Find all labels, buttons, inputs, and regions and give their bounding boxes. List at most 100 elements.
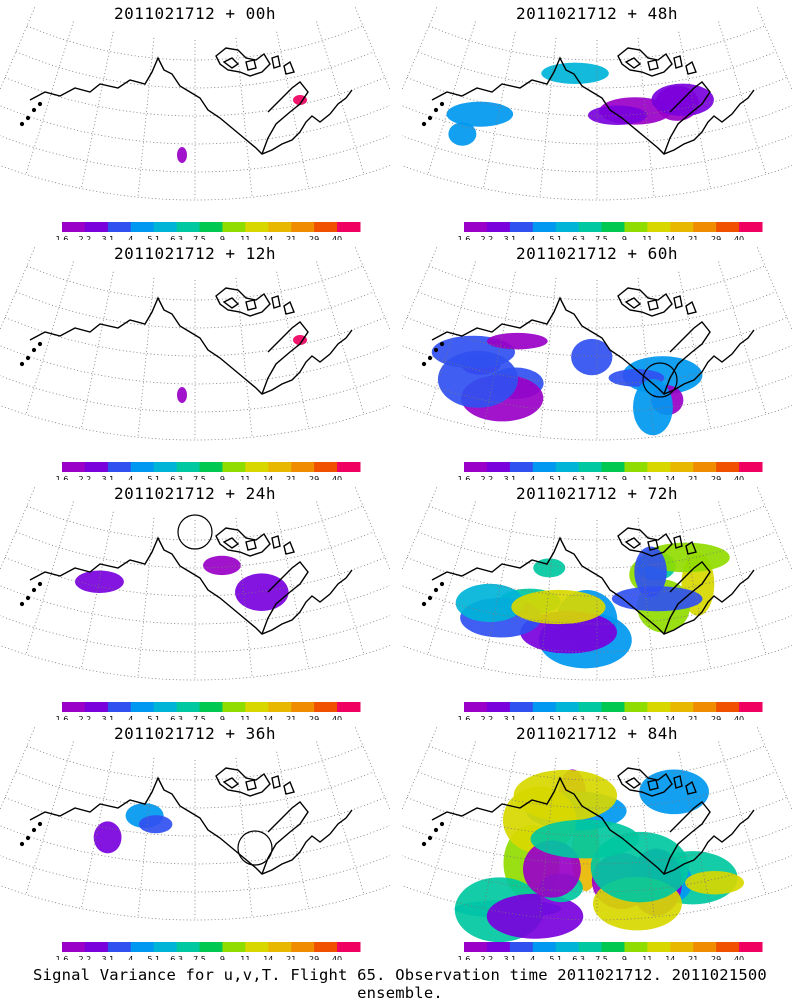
meridian-line: [137, 517, 155, 678]
meridian-line: [718, 741, 767, 895]
colorbar-tick-label: 7.5: [595, 715, 608, 720]
colorbar-tick-label: 3.1: [101, 235, 114, 240]
colorbar-swatch: [314, 462, 338, 472]
meridian-line: [402, 487, 438, 571]
coastline: [421, 527, 755, 635]
colorbar-swatch: [532, 222, 557, 232]
meridian-line: [235, 277, 253, 438]
island-dot: [421, 361, 427, 367]
island-outline: [685, 540, 697, 555]
colorbar-tick-label: 3.1: [101, 475, 114, 480]
island-dot: [25, 355, 31, 361]
colorbar-tick-label: 7.5: [193, 955, 206, 960]
map-panel: 2011021712 + 36h 1.6 2.2 3.1 4 5.1 6.3 7.5 9 11 14…: [0, 720, 390, 960]
island-dot: [427, 595, 433, 601]
island-dot: [19, 361, 25, 367]
coastline-bay: [261, 321, 309, 395]
colorbar-swatch: [716, 222, 740, 232]
colorbar-swatch: [693, 222, 717, 232]
meridian-line: [354, 247, 390, 331]
colorbar-swatch: [555, 702, 580, 712]
colorbar-swatch: [486, 462, 511, 472]
colorbar-swatch: [464, 222, 488, 232]
meridian-line: [637, 37, 655, 198]
island-outline: [685, 300, 697, 315]
colorbar-swatch: [84, 942, 109, 952]
colorbar-swatch: [670, 702, 694, 712]
coastline: [19, 527, 353, 635]
meridian-line: [678, 271, 712, 429]
graticule: [0, 487, 390, 681]
latitude-arc: [0, 345, 390, 385]
panel-title: 2011021712 + 24h: [113, 484, 277, 503]
map-plot: 1.6 2.2 3.1 4 5.1 6.3 7.5 9 11 14 21 29 40: [0, 487, 390, 720]
colorbar-swatch: [176, 702, 201, 712]
meridian-line: [539, 517, 557, 678]
meridian-line: [402, 727, 438, 811]
colorbar-swatch: [716, 942, 740, 952]
island-outline: [617, 47, 673, 77]
colorbar-swatch: [578, 942, 603, 952]
colorbar-tick-label: 21: [688, 475, 698, 480]
coastline: [19, 287, 353, 395]
island-outline: [685, 60, 697, 75]
colorbar-tick-label: 9: [622, 715, 627, 720]
island-outline: [624, 537, 642, 549]
island-dot: [439, 821, 445, 827]
meridian-line: [137, 277, 155, 438]
colorbar-swatch: [245, 222, 269, 232]
island-dot: [427, 115, 433, 121]
colorbar-swatch: [268, 942, 292, 952]
colorbar-swatch: [130, 222, 155, 232]
colorbar-swatch: [601, 702, 625, 712]
coastline-mainland: [29, 56, 353, 155]
latitude-arc: [26, 265, 364, 301]
coastline-bay: [663, 801, 711, 875]
island-dot: [439, 341, 445, 347]
latitude-arc: [15, 51, 375, 89]
map-panel: 2011021712 + 72h 1.6 2.2 3.1 4 5.1 6.3 7.5 9 11 14…: [402, 480, 792, 720]
colorbar-swatch: [624, 702, 648, 712]
latitude-arc: [417, 51, 777, 89]
colorbar-tick-label: 2.2: [79, 715, 92, 720]
map-plot: 1.6 2.2 3.1 4 5.1 6.3 7.5 9 11 14 21 29 40: [402, 487, 792, 720]
island-outline: [673, 55, 683, 69]
map-panel: 2011021712 + 24h 1.6 2.2 3.1 4 5.1 6.3 7.5 9 11 14…: [0, 480, 390, 720]
colorbar-swatch: [107, 942, 132, 952]
island-dot: [427, 835, 433, 841]
colorbar-swatch: [555, 942, 580, 952]
colorbar-swatch: [509, 462, 534, 472]
island-dot: [433, 107, 439, 113]
colorbar-tick-label: 7.5: [595, 475, 608, 480]
island-outline: [624, 777, 642, 789]
latitude-arc: [402, 405, 792, 441]
island-outline: [647, 299, 659, 311]
coastline-mainland: [29, 776, 353, 875]
colorbar-tick-label: 4: [530, 955, 535, 960]
meridian-line: [427, 21, 476, 175]
colorbar-tick-label: 2.2: [79, 475, 92, 480]
colorbar-swatch: [532, 462, 557, 472]
meridian-line: [316, 741, 365, 895]
colorbar-tick-label: 14: [263, 955, 273, 960]
colorbar-tick-label: 1.6: [458, 475, 471, 480]
colorbar-swatch: [693, 942, 717, 952]
latitude-arc: [402, 615, 792, 653]
colorbar-swatch: [486, 942, 511, 952]
graticule: [0, 7, 390, 201]
colorbar-tick-label: 7.5: [193, 235, 206, 240]
coastline: [421, 767, 755, 875]
island-outline: [624, 297, 642, 309]
colorbar-tick-label: 4: [128, 235, 133, 240]
colorbar-tick-label: 4: [530, 475, 535, 480]
island-dot: [37, 101, 43, 107]
island-outline: [245, 779, 257, 791]
colorbar-tick-label: 5.1: [147, 955, 160, 960]
colorbar-swatch: [199, 222, 223, 232]
colorbar-tick-label: 14: [263, 475, 273, 480]
colorbar-swatch: [130, 942, 155, 952]
latitude-arc: [0, 885, 390, 921]
colorbar-swatch: [647, 222, 671, 232]
colorbar-swatch: [130, 702, 155, 712]
variance-contour: [203, 555, 241, 576]
